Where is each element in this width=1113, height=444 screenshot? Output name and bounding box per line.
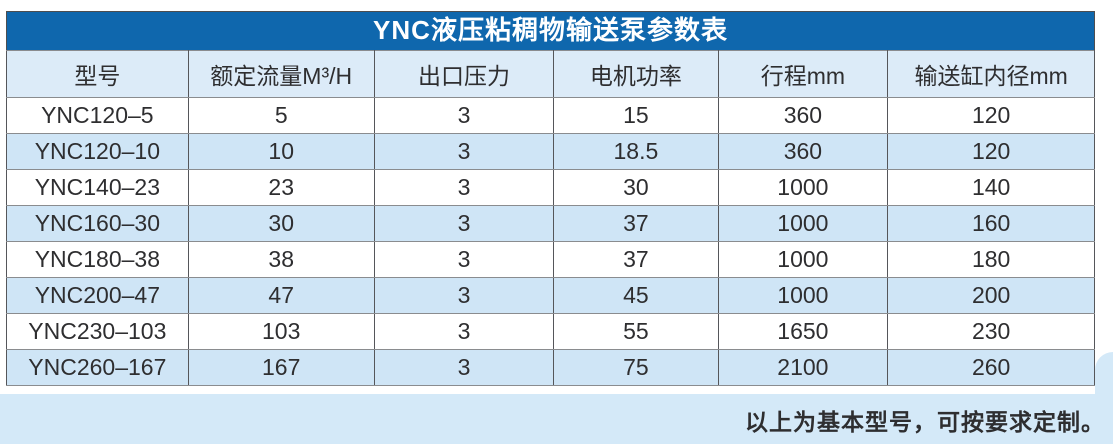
table-cell: YNC200–47 bbox=[6, 277, 189, 314]
table-cell: 37 bbox=[553, 241, 719, 278]
table-cell: YNC120–10 bbox=[6, 133, 189, 170]
table-cell: 55 bbox=[553, 313, 719, 350]
bottom-band bbox=[0, 394, 1113, 444]
table-cell: 120 bbox=[887, 97, 1095, 134]
table-cell: 37 bbox=[553, 205, 719, 242]
table-cell: 167 bbox=[187, 349, 375, 386]
table-cell: 120 bbox=[887, 133, 1095, 170]
corner-curve bbox=[1095, 352, 1113, 396]
table-cell: 1000 bbox=[717, 169, 889, 206]
column-header: 行程mm bbox=[717, 50, 889, 98]
table-cell: 1000 bbox=[717, 205, 889, 242]
table-cell: 45 bbox=[553, 277, 719, 314]
table-cell: 180 bbox=[887, 241, 1095, 278]
table-cell: YNC160–30 bbox=[6, 205, 189, 242]
table-row: YNC120–5 5 3 15 360 120 bbox=[6, 97, 1095, 134]
spec-table: 型号 额定流量M³/H 出口压力 电机功率 行程mm 输送缸内径mm YNC120–5 5 3… bbox=[6, 50, 1095, 386]
table-cell: 3 bbox=[373, 349, 555, 386]
table-cell: YNC230–103 bbox=[6, 313, 189, 350]
table-cell: 10 bbox=[187, 133, 375, 170]
table-cell: 1000 bbox=[717, 277, 889, 314]
table-cell: 200 bbox=[887, 277, 1095, 314]
table-cell: 3 bbox=[373, 97, 555, 134]
table-cell: 1000 bbox=[717, 241, 889, 278]
table-cell: 230 bbox=[887, 313, 1095, 350]
table-row: YNC260–167 167 3 75 2100 260 bbox=[6, 349, 1095, 386]
table-cell: YNC260–167 bbox=[6, 349, 189, 386]
column-header: 输送缸内径mm bbox=[887, 50, 1095, 98]
table-cell: 18.5 bbox=[553, 133, 719, 170]
table-cell: YNC120–5 bbox=[6, 97, 189, 134]
table-row: YNC200–47 47 3 45 1000 200 bbox=[6, 277, 1095, 314]
footer-note: 以上为基本型号，可按要求定制。 bbox=[745, 409, 1105, 435]
table-row: YNC120–10 10 3 18.5 360 120 bbox=[6, 133, 1095, 170]
column-header: 额定流量M³/H bbox=[187, 50, 375, 98]
table-cell: 3 bbox=[373, 277, 555, 314]
table-title: YNC液压粘稠物输送泵参数表 bbox=[6, 11, 1095, 50]
table-cell: 3 bbox=[373, 169, 555, 206]
table-cell: 30 bbox=[553, 169, 719, 206]
table-cell: 3 bbox=[373, 133, 555, 170]
table-row: YNC140–23 23 3 30 1000 140 bbox=[6, 169, 1095, 206]
table-cell: 260 bbox=[887, 349, 1095, 386]
table-cell: 360 bbox=[717, 97, 889, 134]
table-cell: 3 bbox=[373, 241, 555, 278]
table-cell: 30 bbox=[187, 205, 375, 242]
column-header: 出口压力 bbox=[373, 50, 555, 98]
table-cell: 47 bbox=[187, 277, 375, 314]
column-header: 型号 bbox=[6, 50, 189, 98]
column-header: 电机功率 bbox=[553, 50, 719, 98]
table-cell: 5 bbox=[187, 97, 375, 134]
table-cell: 15 bbox=[553, 97, 719, 134]
table-cell: 103 bbox=[187, 313, 375, 350]
table-row: YNC180–38 38 3 37 1000 180 bbox=[6, 241, 1095, 278]
table-cell: 38 bbox=[187, 241, 375, 278]
table-cell: 360 bbox=[717, 133, 889, 170]
table-cell: 140 bbox=[887, 169, 1095, 206]
table-cell: 2100 bbox=[717, 349, 889, 386]
table-cell: YNC140–23 bbox=[6, 169, 189, 206]
table-cell: 75 bbox=[553, 349, 719, 386]
header-row: 型号 额定流量M³/H 出口压力 电机功率 行程mm 输送缸内径mm bbox=[6, 50, 1095, 98]
table-cell: 3 bbox=[373, 205, 555, 242]
table-cell: 3 bbox=[373, 313, 555, 350]
table-row: YNC160–30 30 3 37 1000 160 bbox=[6, 205, 1095, 242]
table-row: YNC230–103 103 3 55 1650 230 bbox=[6, 313, 1095, 350]
spec-table-container: YNC液压粘稠物输送泵参数表 型号 额定流量M³/H 出口压力 电机功率 行程mm 输送缸… bbox=[6, 11, 1095, 386]
table-cell: YNC180–38 bbox=[6, 241, 189, 278]
table-cell: 1650 bbox=[717, 313, 889, 350]
table-cell: 23 bbox=[187, 169, 375, 206]
table-cell: 160 bbox=[887, 205, 1095, 242]
